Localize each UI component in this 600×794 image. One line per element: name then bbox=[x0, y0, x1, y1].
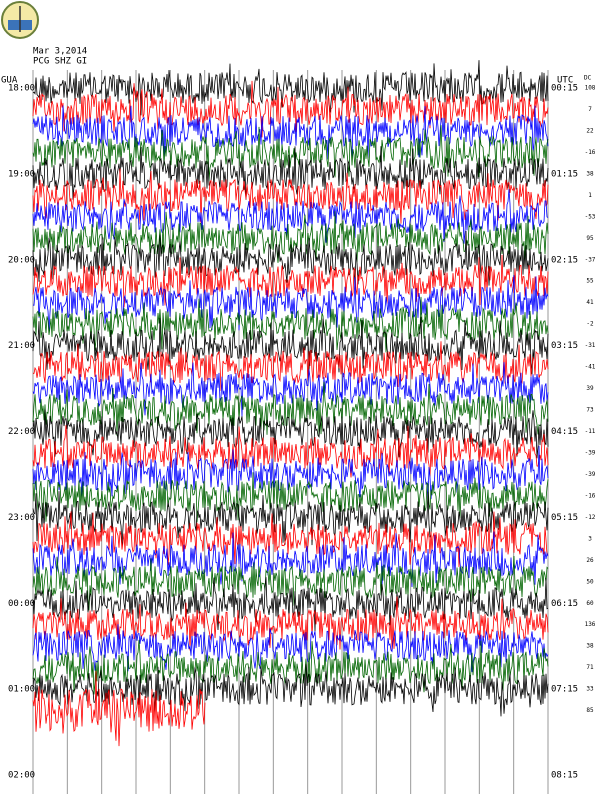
dc-value: 33 bbox=[586, 686, 594, 693]
dc-value: 108 bbox=[585, 85, 596, 92]
dc-value: 41 bbox=[586, 299, 594, 306]
left-time: 00:00 bbox=[8, 599, 35, 609]
trace bbox=[32, 341, 549, 392]
trace bbox=[32, 60, 549, 116]
traces bbox=[32, 60, 549, 747]
dc-value: 7 bbox=[588, 106, 592, 113]
trace bbox=[32, 168, 549, 224]
logo bbox=[1, 1, 39, 39]
dc-value: 38 bbox=[586, 643, 594, 650]
dc-value: -16 bbox=[585, 492, 596, 499]
trace bbox=[32, 671, 206, 747]
trace bbox=[32, 472, 549, 523]
left-time: 20:00 bbox=[8, 255, 35, 265]
left-time: 21:00 bbox=[8, 341, 35, 351]
dc-value: 85 bbox=[586, 707, 594, 714]
station: PCG SHZ GI bbox=[33, 57, 87, 67]
trace bbox=[32, 230, 549, 288]
dc-value: 22 bbox=[586, 127, 594, 134]
right-time: 05:15 bbox=[551, 513, 578, 523]
trace bbox=[32, 275, 549, 332]
trace bbox=[32, 445, 549, 502]
dc-value: -41 bbox=[585, 364, 596, 371]
dc-value: 39 bbox=[586, 385, 594, 392]
dc-value: 71 bbox=[586, 664, 594, 671]
trace bbox=[32, 188, 549, 244]
trace bbox=[32, 409, 549, 459]
left-time: 22:00 bbox=[8, 427, 35, 437]
trace bbox=[32, 664, 549, 717]
dc-value: 136 bbox=[585, 621, 596, 628]
left-time: 01:00 bbox=[8, 685, 35, 695]
dc-title: DC bbox=[584, 75, 592, 82]
right-time: 01:15 bbox=[551, 169, 578, 179]
right-time: 03:15 bbox=[551, 341, 578, 351]
right-zone: UTC bbox=[557, 76, 573, 86]
trace bbox=[32, 624, 549, 673]
trace bbox=[32, 511, 549, 568]
left-time: 19:00 bbox=[8, 169, 35, 179]
trace bbox=[32, 491, 549, 546]
dc-value: 50 bbox=[586, 578, 594, 585]
dc-value: -2 bbox=[586, 321, 594, 328]
trace bbox=[32, 211, 549, 264]
right-time: 04:15 bbox=[551, 427, 578, 437]
trace bbox=[32, 555, 549, 611]
trace bbox=[32, 531, 549, 588]
dc-value: -39 bbox=[585, 449, 596, 456]
dc-value: 38 bbox=[586, 170, 594, 177]
dc-value: 55 bbox=[586, 278, 594, 285]
dc-value: -16 bbox=[585, 149, 596, 156]
dc-value: -11 bbox=[585, 428, 596, 435]
trace bbox=[32, 125, 549, 182]
dc-value: 73 bbox=[586, 407, 594, 414]
right-time: 00:15 bbox=[551, 84, 578, 94]
trace bbox=[32, 362, 549, 417]
date: Mar 3,2014 bbox=[33, 47, 87, 57]
right-time: 02:15 bbox=[551, 255, 578, 265]
left-time: 18:00 bbox=[8, 84, 35, 94]
trace bbox=[32, 425, 549, 478]
trace bbox=[32, 146, 549, 200]
dc-value: 26 bbox=[586, 557, 594, 564]
trace bbox=[32, 596, 549, 651]
trace bbox=[32, 296, 549, 353]
dc-value: 3 bbox=[588, 535, 592, 542]
right-time: 07:15 bbox=[551, 685, 578, 695]
left-zone: GUA bbox=[1, 76, 18, 86]
right-time: 08:15 bbox=[551, 771, 578, 781]
dc-value: -37 bbox=[585, 256, 596, 263]
dc-value: -31 bbox=[585, 342, 596, 349]
labels: 18:00 19:00 20:00 21:00 22:00 23:00 00:00 01:00… bbox=[8, 84, 596, 781]
dc-value: 60 bbox=[586, 600, 594, 607]
left-time: 02:00 bbox=[8, 771, 35, 781]
trace bbox=[32, 254, 549, 308]
trace bbox=[32, 105, 549, 160]
dc-value: -39 bbox=[585, 471, 596, 478]
trace bbox=[32, 639, 549, 695]
trace bbox=[32, 316, 549, 375]
dc-value: -53 bbox=[585, 213, 596, 220]
left-time: 23:00 bbox=[8, 513, 35, 523]
right-time: 06:15 bbox=[551, 599, 578, 609]
trace bbox=[32, 577, 549, 632]
dc-value: -12 bbox=[585, 514, 596, 521]
trace bbox=[32, 80, 549, 138]
dc-value: 1 bbox=[588, 192, 592, 199]
dc-value: 95 bbox=[586, 235, 594, 242]
